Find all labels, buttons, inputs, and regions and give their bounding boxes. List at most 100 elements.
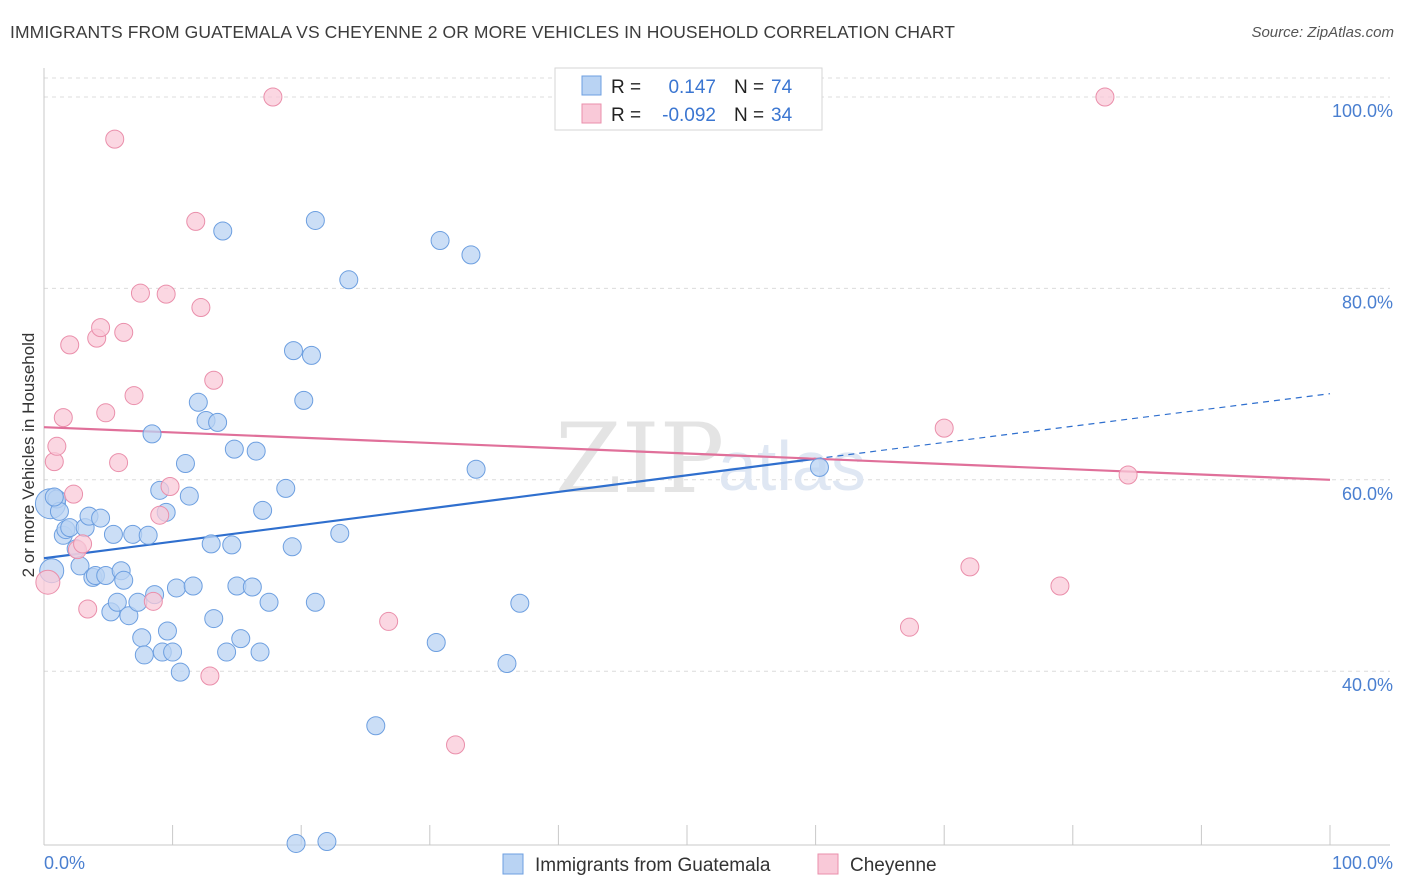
legend-swatch-blue (581, 75, 602, 96)
guatemala-point (286, 833, 306, 853)
bottom-legend-label: Immigrants from Guatemala (535, 855, 771, 876)
guatemala-point (213, 221, 233, 241)
cheyenne-point (960, 557, 980, 577)
guatemala-point (44, 487, 64, 507)
legend-n-label: N = (734, 77, 764, 98)
guatemala-point (142, 424, 162, 444)
legend-swatch-pink (581, 103, 602, 124)
guatemala-point (208, 412, 228, 432)
guatemala-point (305, 210, 325, 230)
legend-r-value: 0.147 (668, 77, 716, 98)
guatemala-point (103, 524, 123, 544)
guatemala-point (91, 508, 111, 528)
watermark-atlas: atlas (718, 427, 866, 505)
guatemala-point (183, 576, 203, 596)
cheyenne-point (379, 611, 399, 631)
legend-n-value: 74 (771, 77, 793, 98)
guatemala-point (217, 642, 237, 662)
guatemala-point (119, 606, 139, 626)
cheyenne-point (96, 403, 116, 423)
legend-r-label: R = (611, 105, 641, 126)
guatemala-point (305, 592, 325, 612)
cheyenne-point (156, 284, 176, 304)
cheyenne-point (105, 129, 125, 149)
legend: R = 0.147 N = 74 R = -0.092 N = 34 (554, 67, 823, 131)
cheyenne-point (114, 322, 134, 342)
guatemala-point (497, 654, 517, 674)
cheyenne-point (191, 298, 211, 318)
chart-title: IMMIGRANTS FROM GUATEMALA VS CHEYENNE 2 … (10, 22, 956, 42)
guatemala-point (461, 245, 481, 265)
guatemala-point (250, 642, 270, 662)
guatemala-point (339, 270, 359, 290)
cheyenne-point (934, 418, 954, 438)
guatemala-point (809, 457, 829, 477)
guatemala-point (282, 537, 302, 557)
cheyenne-point (200, 666, 220, 686)
cheyenne-point (186, 211, 206, 231)
bottom-legend: Immigrants from Guatemala Cheyenne (502, 853, 937, 876)
bottom-legend-swatch (502, 853, 524, 875)
trend-line-cheyenne (43, 426, 1331, 481)
guatemala-point (426, 632, 446, 652)
guatemala-point (107, 592, 127, 612)
guatemala-point (138, 525, 158, 545)
guatemala-point (510, 593, 530, 613)
cheyenne-point (91, 318, 111, 338)
guatemala-point (276, 478, 296, 498)
y-axis-label: 2 or more Vehicles in Household (19, 333, 38, 578)
trend-lines (43, 393, 1331, 560)
cheyenne-point (60, 335, 80, 355)
guatemala-point (166, 578, 186, 598)
guatemala-point (283, 341, 303, 361)
tick-labels: 40.0% 60.0% 80.0% 100.0% 0.0% 100.0% (44, 101, 1393, 873)
cheyenne-point (150, 505, 170, 525)
guatemala-point (246, 441, 266, 461)
guatemala-point (157, 621, 177, 641)
guatemala-point (430, 231, 450, 251)
bottom-legend-label: Cheyenne (850, 855, 937, 876)
legend-n-label: N = (734, 105, 764, 126)
cheyenne-point (124, 386, 144, 406)
guatemala-point (201, 534, 221, 554)
cheyenne-point (204, 370, 224, 390)
y-tick-label: 80.0% (1342, 292, 1393, 312)
guatemala-point (224, 439, 244, 459)
guatemala-point (294, 390, 314, 410)
guatemala-point (259, 592, 279, 612)
guatemala-point (188, 392, 208, 412)
trend-line-extension (815, 393, 1331, 460)
guatemala-point (204, 609, 224, 629)
cheyenne-point (35, 569, 61, 595)
cheyenne-point (446, 735, 466, 755)
cheyenne-point (899, 617, 919, 637)
guatemala-point (330, 523, 350, 543)
guatemala-point (163, 642, 183, 662)
guatemala-point (175, 454, 195, 474)
guatemala-point (222, 535, 242, 555)
y-tick-label: 60.0% (1342, 484, 1393, 504)
guatemala-point (134, 645, 154, 665)
x-tick-label-min: 0.0% (44, 853, 85, 873)
cheyenne-point (64, 484, 84, 504)
legend-r-value: -0.092 (662, 105, 716, 126)
legend-r-label: R = (611, 77, 641, 98)
cheyenne-point (53, 408, 73, 428)
bottom-legend-swatch (817, 853, 839, 875)
guatemala-point (179, 486, 199, 506)
axes (43, 68, 1390, 846)
legend-n-value: 34 (771, 105, 793, 126)
cheyenne-point (130, 283, 150, 303)
watermark: ZIP atlas (555, 403, 866, 515)
x-tick-label-max: 100.0% (1332, 853, 1393, 873)
trend-line-guatemala (43, 457, 816, 560)
guatemala-point (253, 500, 273, 520)
guatemala-point (170, 662, 190, 682)
guatemala-point (132, 628, 152, 648)
cheyenne-point (143, 591, 163, 611)
watermark-zip: ZIP (555, 403, 724, 515)
cheyenne-point (1118, 465, 1138, 485)
guatemala-point (242, 577, 262, 597)
cheyenne-point (160, 476, 180, 496)
